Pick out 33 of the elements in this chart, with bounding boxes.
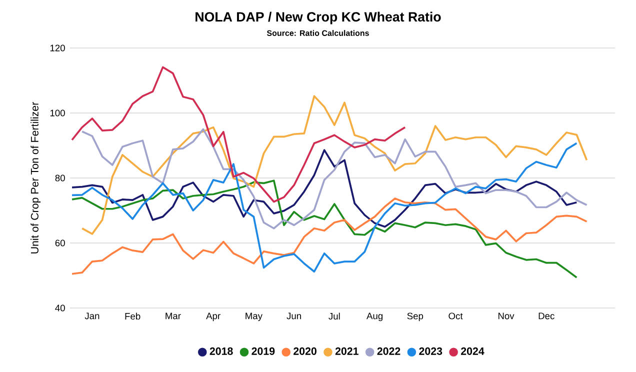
x-tick-label: Nov [498, 312, 514, 320]
y-tick-label: 60 [55, 240, 65, 246]
line-series [71, 198, 588, 275]
line-series [71, 66, 406, 203]
x-tick-label: Feb [125, 312, 140, 320]
x-tick-label: Dec [538, 312, 554, 320]
x-tick-label: Jan [84, 312, 100, 320]
legend-label: 2021 [335, 347, 358, 355]
x-tick-label: Jul [328, 312, 340, 320]
y-tick-label: 100 [50, 110, 65, 116]
line-series [81, 128, 588, 230]
x-tick-label: Apr [206, 312, 220, 322]
legend-label: 2020 [294, 347, 316, 355]
line-series [71, 142, 578, 273]
y-tick-label: 120 [50, 44, 65, 52]
chart-title: NOLA DAP / New Crop KC Wheat Ratio [196, 12, 441, 24]
y-tick-label: 80 [55, 174, 65, 182]
y-axis-title: Unit of Crop Per Ton of Fertilizer [30, 102, 41, 254]
x-tick-label: Oct [448, 312, 463, 320]
legend-label: 2024 [461, 347, 484, 355]
x-tick-label: Sep [407, 312, 424, 322]
legend-label: 2018 [210, 347, 233, 355]
x-tick-label: May [246, 312, 262, 322]
legend-label: 2022 [377, 347, 400, 355]
x-tick-label: Mar [166, 312, 181, 320]
legend-label: 2019 [252, 347, 275, 355]
y-tick-label: 40 [55, 304, 65, 312]
legend-label: 2023 [419, 347, 442, 355]
line-series [81, 95, 588, 235]
chart-subtitle: Source: Ratio Calculations [266, 30, 369, 36]
x-tick-label: Jun [286, 312, 301, 320]
line-series [71, 149, 578, 228]
x-tick-label: Aug [366, 312, 382, 322]
